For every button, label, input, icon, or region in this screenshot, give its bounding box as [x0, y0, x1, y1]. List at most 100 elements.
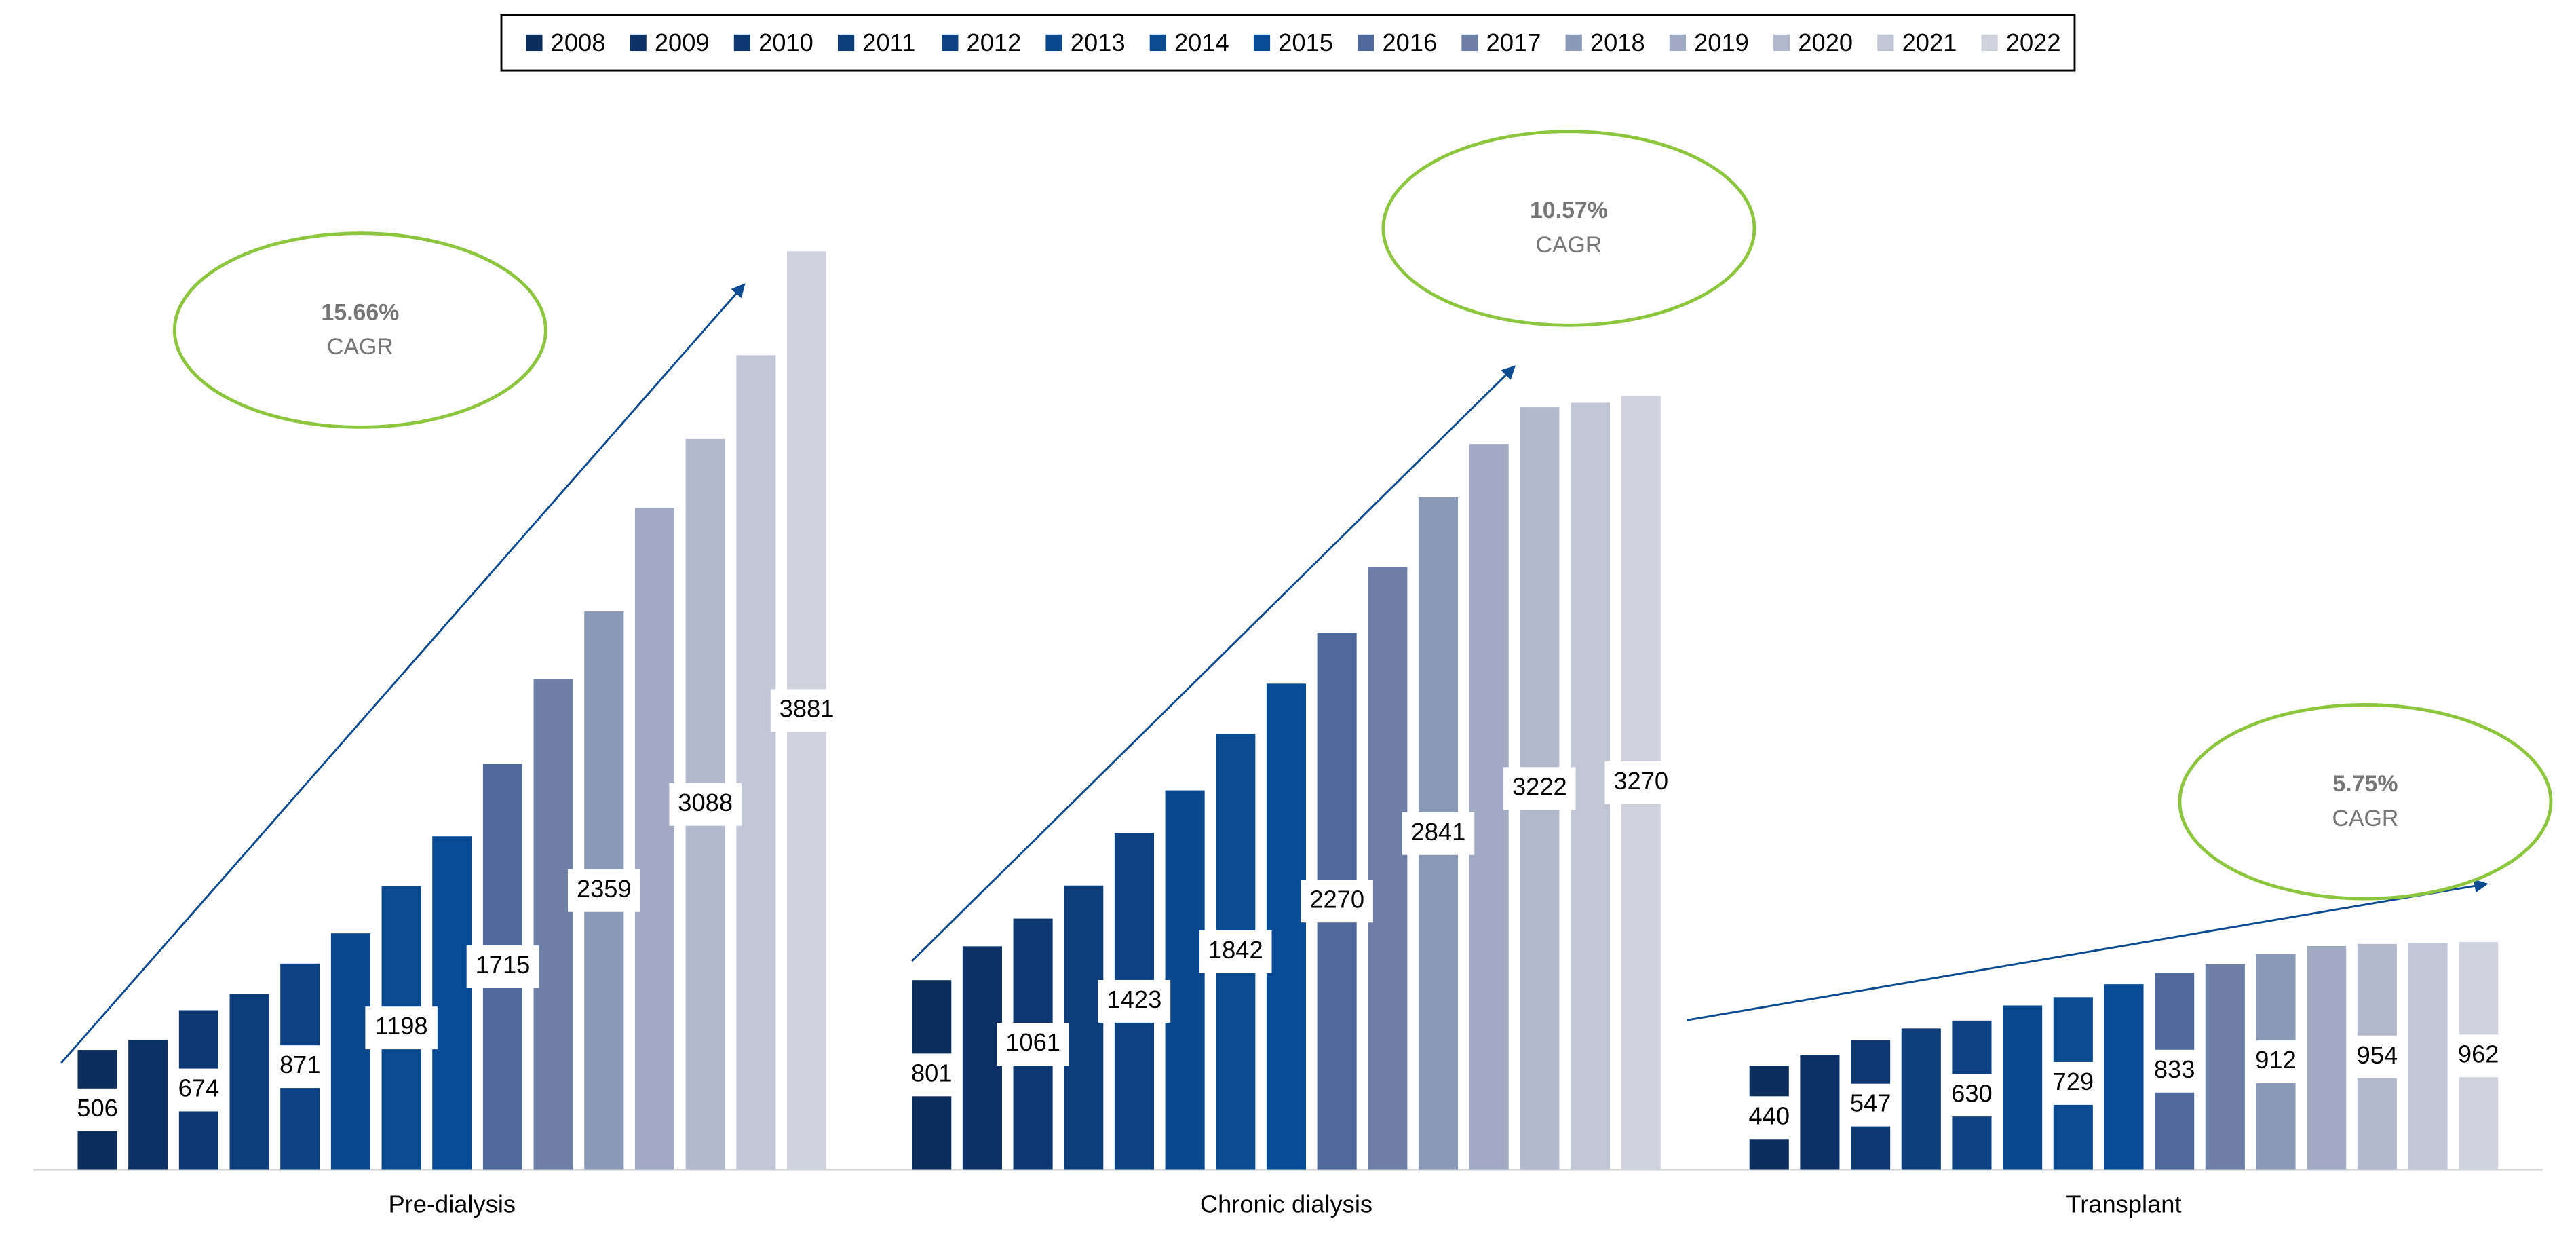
- data-label-box: [902, 1053, 961, 1097]
- data-label-box: [1739, 1096, 1799, 1140]
- data-label-box: [770, 689, 843, 732]
- legend-swatch: [526, 34, 543, 52]
- data-label-box: [2246, 1040, 2305, 1083]
- bar: [2307, 946, 2347, 1170]
- cagr-ellipse: [2178, 703, 2553, 901]
- legend-swatch: [630, 34, 647, 52]
- legend-label: 2013: [1071, 29, 1126, 56]
- data-label: 3088: [678, 789, 733, 816]
- trend-arrow: [1687, 879, 2488, 1021]
- legend-box: [500, 14, 2076, 72]
- data-label: 440: [1748, 1102, 1790, 1129]
- data-label: 729: [2053, 1068, 2094, 1095]
- data-label: 954: [2357, 1041, 2398, 1069]
- legend-label: 2018: [1590, 29, 1645, 56]
- data-label: 630: [1951, 1079, 1993, 1107]
- data-label: 547: [1850, 1089, 1891, 1117]
- data-label: 2270: [1309, 885, 1364, 913]
- data-label: 3881: [780, 695, 834, 723]
- legend-label: 2011: [862, 29, 915, 56]
- cagr-ellipse: [172, 231, 547, 429]
- data-label-box: [1402, 812, 1475, 855]
- bar: [330, 933, 370, 1170]
- data-label-box: [1301, 880, 1373, 923]
- data-label-box: [2145, 1049, 2204, 1093]
- legend-swatch: [1565, 34, 1582, 52]
- legend-label: 2020: [1798, 29, 1853, 56]
- data-label: 1842: [1208, 936, 1263, 964]
- data-label: 1061: [1005, 1028, 1060, 1056]
- cagr-label: CAGR: [2332, 806, 2398, 831]
- data-label-box: [1503, 767, 1576, 810]
- data-label-box: [2347, 1035, 2406, 1078]
- bar: [432, 836, 472, 1170]
- bar: [962, 946, 1002, 1170]
- data-label-box: [568, 869, 640, 912]
- bar: [229, 994, 269, 1170]
- legend-label: 2008: [551, 29, 606, 56]
- data-label: 2841: [1411, 818, 1466, 846]
- cagr-label: CAGR: [327, 334, 393, 360]
- legend-label: 2017: [1486, 29, 1541, 56]
- legend-swatch: [1981, 34, 1998, 52]
- data-label: 1715: [476, 951, 531, 979]
- legend-swatch: [1358, 34, 1374, 52]
- data-label-box: [1841, 1083, 1900, 1127]
- x-tick-label: Chronic dialysis: [1200, 1190, 1372, 1218]
- data-label-box: [271, 1045, 330, 1089]
- data-label: 871: [280, 1051, 321, 1078]
- bar: [1266, 683, 1307, 1170]
- legend-swatch: [1669, 34, 1687, 52]
- cagr-ellipse: [1381, 130, 1756, 327]
- bar: [533, 679, 573, 1170]
- data-label: 3222: [1512, 772, 1567, 800]
- data-label: 962: [2458, 1040, 2499, 1068]
- data-label-box: [466, 945, 539, 988]
- legend-swatch: [838, 34, 855, 52]
- cagr-label: CAGR: [1535, 232, 1602, 258]
- legend-label: 2009: [655, 29, 710, 56]
- legend-swatch: [1461, 34, 1478, 52]
- legend-swatch: [1253, 34, 1271, 52]
- cagr-value: 15.66%: [321, 299, 399, 325]
- legend-label: 2015: [1278, 29, 1333, 56]
- data-label: 3270: [1613, 767, 1668, 795]
- data-label: 1198: [375, 1012, 428, 1040]
- trend-arrow: [60, 283, 746, 1064]
- legend-label: 2010: [758, 29, 813, 56]
- data-label: 674: [178, 1074, 220, 1102]
- legend-label: 2019: [1694, 29, 1749, 56]
- data-label-box: [169, 1068, 228, 1112]
- bar: [1570, 402, 1611, 1170]
- legend-swatch: [733, 34, 750, 52]
- legend-swatch: [1045, 34, 1062, 52]
- legend-swatch: [1149, 34, 1166, 52]
- data-label-box: [1942, 1074, 2001, 1117]
- data-label-box: [997, 1023, 1069, 1066]
- data-label-box: [1199, 930, 1272, 973]
- bar: [2003, 1005, 2043, 1170]
- bar: [1901, 1028, 1941, 1170]
- data-label: 506: [77, 1094, 118, 1122]
- cagr-value: 5.75%: [2332, 771, 2398, 797]
- bar: [2408, 943, 2448, 1170]
- bar: [2104, 984, 2144, 1170]
- data-label-box: [365, 1006, 438, 1050]
- trend-arrow: [911, 365, 1516, 962]
- data-label: 1423: [1107, 985, 1162, 1013]
- bar: [1469, 444, 1509, 1170]
- legend-label: 2016: [1382, 29, 1437, 56]
- data-label: 2359: [577, 875, 632, 903]
- bar: [1368, 567, 1408, 1170]
- legend-swatch: [942, 34, 959, 52]
- data-label-box: [669, 783, 742, 826]
- data-label: 833: [2154, 1055, 2195, 1083]
- bar: [1800, 1055, 1840, 1170]
- data-label-box: [2043, 1061, 2102, 1105]
- legend-label: 2014: [1174, 29, 1229, 56]
- data-label-box: [1098, 979, 1171, 1023]
- cagr-value: 10.57%: [1530, 197, 1608, 223]
- bar: [128, 1040, 168, 1170]
